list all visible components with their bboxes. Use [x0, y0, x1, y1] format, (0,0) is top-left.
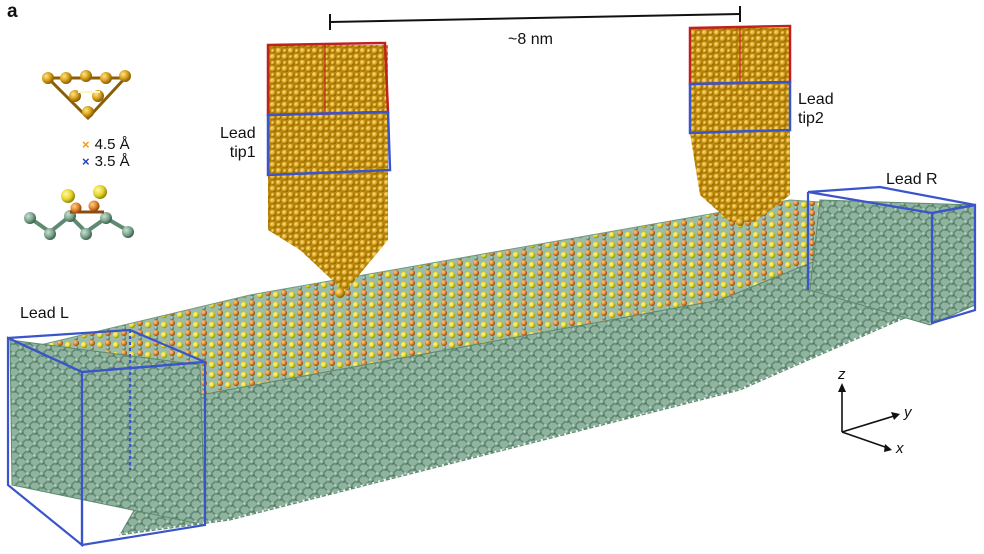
tip1-label-line2: tip1	[229, 144, 256, 161]
tip2-label: Lead tip2	[798, 90, 834, 128]
legend-orange-label: 4.5 Å	[94, 136, 130, 153]
inset-substrate-cluster	[24, 185, 134, 240]
distance-scale-bar	[329, 6, 741, 30]
axis-x-label: x	[896, 440, 904, 457]
axis-y-label: y	[904, 404, 912, 421]
tip1-label: Lead tip1	[220, 124, 256, 162]
orange-cross-icon: ×	[82, 137, 90, 152]
legend-orange-row: × 4.5 Å	[82, 136, 130, 153]
axes-triad	[838, 383, 900, 452]
tip2-blue-box	[688, 80, 792, 135]
tip2-label-line2: tip2	[798, 110, 824, 127]
tip1-blue-box	[266, 110, 392, 177]
hydrogen-fringe	[119, 318, 901, 537]
tip2-label-line1: Lead	[798, 91, 834, 108]
nanoribbon	[9, 199, 976, 537]
legend-blue-label: 3.5 Å	[94, 153, 130, 170]
panel-label: a	[7, 1, 18, 22]
distance-label: ~8 nm	[508, 31, 553, 48]
ribbon-right-end	[809, 199, 976, 326]
lead-l-box	[6, 328, 207, 548]
blue-cross-icon: ×	[82, 154, 90, 169]
ribbon-left-end	[9, 339, 206, 526]
lead-r-label: Lead R	[886, 171, 938, 188]
tip1-label-line1: Lead	[220, 125, 256, 142]
legend-blue-row: × 3.5 Å	[82, 153, 130, 170]
axis-z-label: z	[838, 366, 846, 383]
lead-l-label: Lead L	[20, 305, 69, 322]
lead-r-box	[806, 185, 977, 325]
tip1-structure	[268, 45, 388, 298]
inset-gold-cluster	[42, 70, 131, 121]
